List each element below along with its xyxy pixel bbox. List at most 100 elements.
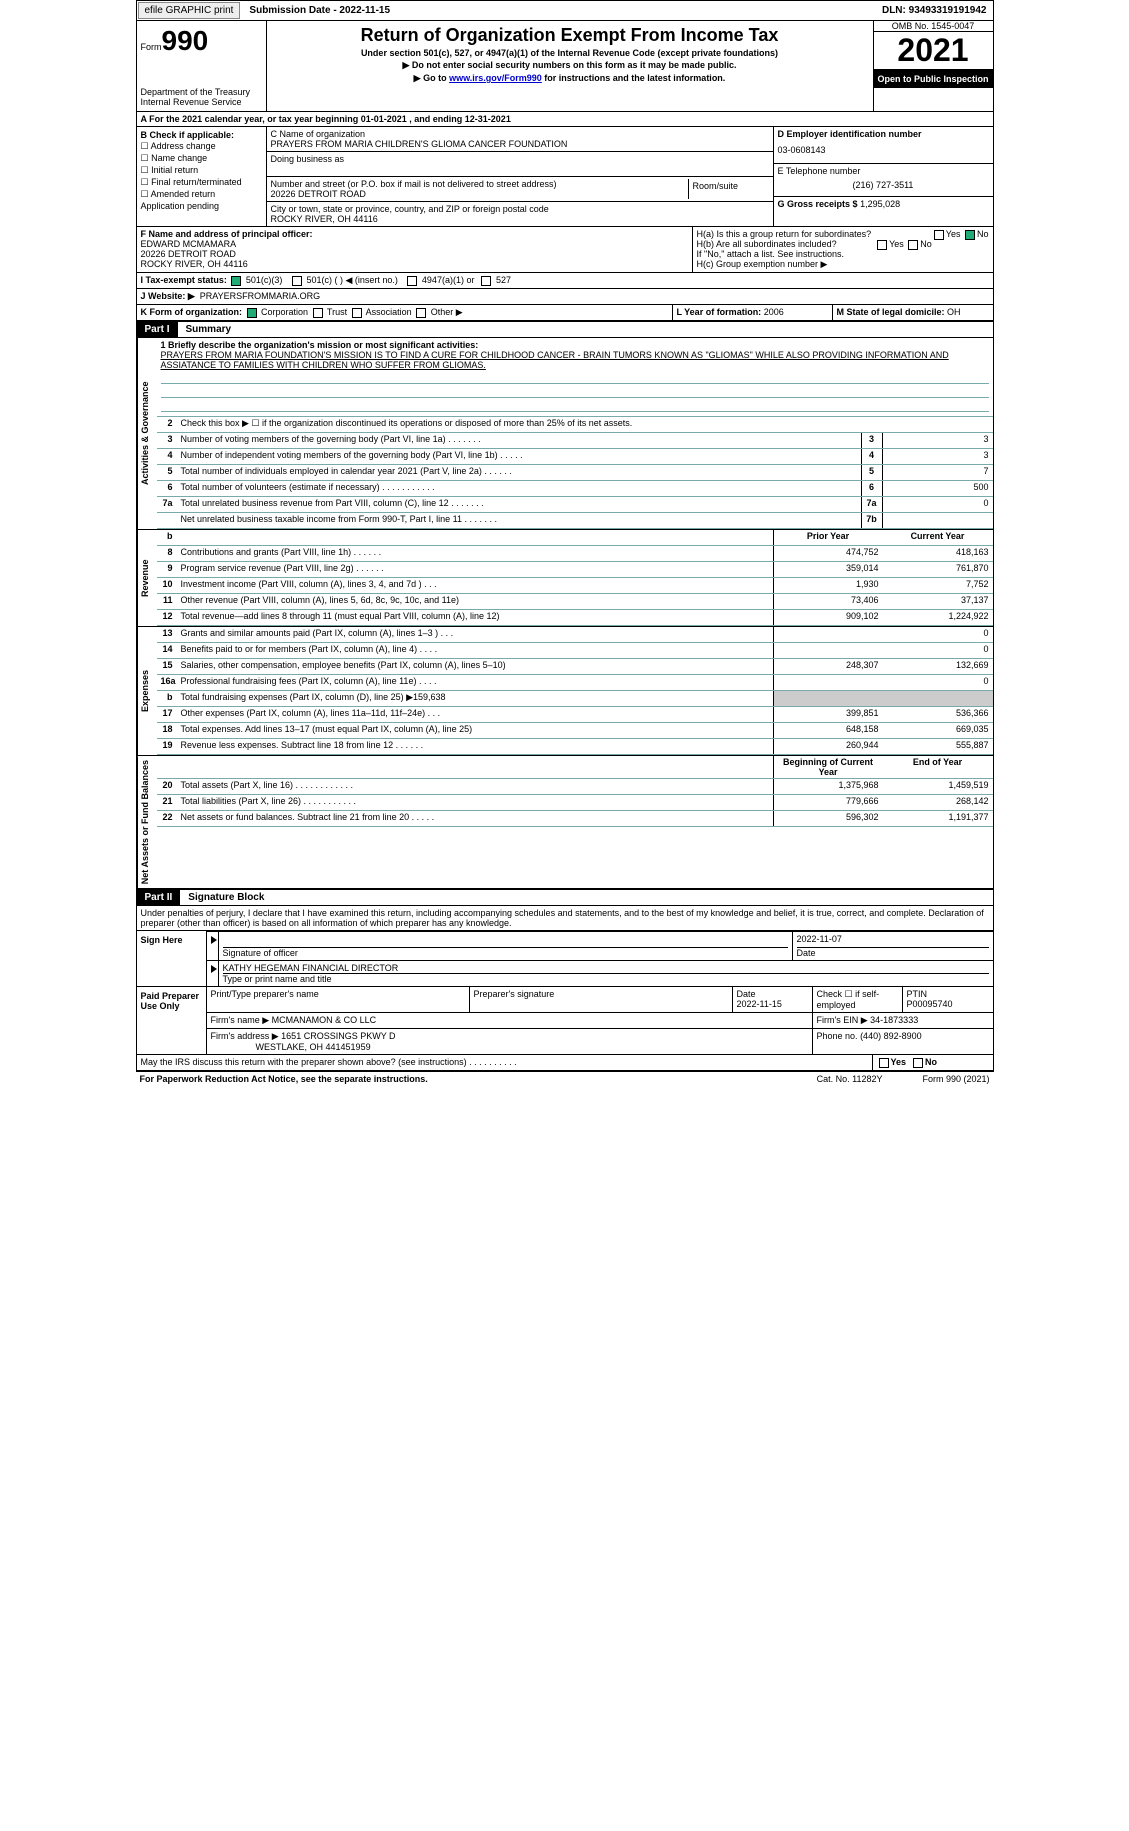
table-row: 11Other revenue (Part VIII, column (A), … (157, 594, 993, 610)
vtab-activities: Activities & Governance (137, 338, 157, 529)
chk-501c[interactable] (292, 276, 302, 286)
discuss-preparer: May the IRS discuss this return with the… (137, 1055, 873, 1070)
b-label: B Check if applicable: (141, 130, 262, 140)
chk-address-change[interactable]: ☐ Address change (141, 141, 262, 152)
arrow-icon (211, 965, 217, 973)
omb-number: OMB No. 1545-0047 (874, 21, 993, 31)
irs-link[interactable]: www.irs.gov/Form990 (449, 73, 542, 83)
sig-officer-label: Signature of officer (223, 948, 298, 958)
vtab-expenses: Expenses (137, 627, 157, 755)
chk-final-return[interactable]: ☐ Final return/terminated (141, 177, 262, 188)
signature-block: Under penalties of perjury, I declare th… (136, 906, 994, 1071)
summary-revenue: Revenue bPrior YearCurrent Year 8Contrib… (136, 530, 994, 627)
efile-print-button[interactable]: efile GRAPHIC print (138, 2, 241, 19)
officer-addr2: ROCKY RIVER, OH 44116 (141, 259, 688, 269)
form-number: 990 (162, 25, 209, 56)
vtab-net-assets: Net Assets or Fund Balances (137, 756, 157, 888)
discuss-no-checkbox[interactable] (913, 1058, 923, 1068)
chk-501c3[interactable] (231, 276, 241, 286)
table-row: 3Number of voting members of the governi… (157, 433, 993, 449)
table-row: 5Total number of individuals employed in… (157, 465, 993, 481)
chk-name-change[interactable]: ☐ Name change (141, 153, 262, 164)
chk-initial-return[interactable]: ☐ Initial return (141, 165, 262, 176)
table-row: 6Total number of volunteers (estimate if… (157, 481, 993, 497)
officer-name: EDWARD MCMAMARA (141, 239, 688, 249)
prep-date-value: 2022-11-15 (737, 999, 782, 1009)
printed-name-label: Type or print name and title (223, 974, 332, 984)
paperwork-notice: For Paperwork Reduction Act Notice, see … (140, 1074, 428, 1084)
state-domicile: OH (947, 307, 961, 317)
firm-addr-value: 1651 CROSSINGS PKWY D (281, 1031, 395, 1041)
sign-here-label: Sign Here (137, 931, 207, 986)
org-address: 20226 DETROIT ROAD (271, 189, 688, 199)
form-label: Form (141, 42, 162, 52)
page-footer: For Paperwork Reduction Act Notice, see … (136, 1071, 994, 1086)
q1-label: 1 Briefly describe the organization's mi… (161, 340, 989, 350)
f-label: F Name and address of principal officer: (141, 229, 688, 239)
discuss-yes-checkbox[interactable] (879, 1058, 889, 1068)
summary-net-assets: Net Assets or Fund Balances Beginning of… (136, 756, 994, 889)
part-1-header: Part I Summary (136, 321, 994, 338)
col-current-year: Current Year (883, 530, 993, 545)
date-label: Date (797, 948, 816, 958)
table-row: 20Total assets (Part X, line 16) . . . .… (157, 779, 993, 795)
table-row: 12Total revenue—add lines 8 through 11 (… (157, 610, 993, 626)
prep-sig-label: Preparer's signature (470, 987, 733, 1012)
vtab-revenue: Revenue (137, 530, 157, 626)
table-row: 4Number of independent voting members of… (157, 449, 993, 465)
hb-no-checkbox[interactable] (908, 240, 918, 250)
ha-no-checkbox[interactable] (965, 230, 975, 240)
paid-preparer-label: Paid Preparer Use Only (137, 987, 207, 1054)
chk-application-pending[interactable]: Application pending (141, 201, 262, 211)
form-header: Form990 Department of the Treasury Inter… (136, 21, 994, 112)
g-label: G Gross receipts $ (778, 199, 858, 209)
dept-treasury: Department of the Treasury Internal Reve… (141, 87, 262, 107)
addr-label: Number and street (or P.O. box if mail i… (271, 179, 688, 189)
col-prior-year: Prior Year (773, 530, 883, 545)
printed-name-value: KATHY HEGEMAN FINANCIAL DIRECTOR (223, 963, 989, 974)
table-row: 21Total liabilities (Part X, line 26) . … (157, 795, 993, 811)
sig-date-value: 2022-11-07 (797, 934, 989, 948)
summary-expenses: Expenses 13Grants and similar amounts pa… (136, 627, 994, 756)
hc-group-exemption: H(c) Group exemption number ▶ (697, 259, 989, 270)
year-formation: 2006 (764, 307, 784, 317)
row-a-calendar-year: A For the 2021 calendar year, or tax yea… (136, 112, 994, 127)
table-row: bTotal fundraising expenses (Part IX, co… (157, 691, 993, 707)
self-employed-check[interactable]: Check ☐ if self-employed (813, 987, 903, 1012)
perjury-statement: Under penalties of perjury, I declare th… (137, 906, 993, 930)
row-i-tax-status: I Tax-exempt status: 501(c)(3) 501(c) ( … (136, 273, 994, 289)
chk-trust[interactable] (313, 308, 323, 318)
tax-year: 2021 (874, 31, 993, 70)
org-name: PRAYERS FROM MARIA CHILDREN'S GLIOMA CAN… (271, 139, 769, 149)
chk-amended-return[interactable]: ☐ Amended return (141, 189, 262, 200)
chk-corporation[interactable] (247, 308, 257, 318)
gross-receipts-value: 1,295,028 (860, 199, 900, 209)
dln: DLN: 93493319191942 (876, 5, 993, 16)
room-suite-label: Room/suite (689, 179, 769, 199)
q2-checkbox-line: Check this box ▶ ☐ if the organization d… (177, 417, 993, 432)
hb-subordinates: H(b) Are all subordinates included? Yes … (697, 239, 989, 249)
row-j-website: J Website: ▶ PRAYERSFROMMARIA.ORG (136, 289, 994, 305)
ein-value: 03-0608143 (778, 139, 989, 161)
hb-yes-checkbox[interactable] (877, 240, 887, 250)
chk-association[interactable] (352, 308, 362, 318)
firm-ein-value: 34-1873333 (870, 1015, 918, 1025)
chk-4947[interactable] (407, 276, 417, 286)
chk-527[interactable] (481, 276, 491, 286)
col-beginning-year: Beginning of Current Year (773, 756, 883, 778)
row-k-org-form: K Form of organization: Corporation Trus… (136, 305, 994, 321)
hb-note: If "No," attach a list. See instructions… (697, 249, 989, 259)
section-f-h: F Name and address of principal officer:… (136, 227, 994, 273)
table-row: 8Contributions and grants (Part VIII, li… (157, 546, 993, 562)
e-label: E Telephone number (778, 166, 989, 176)
org-city: ROCKY RIVER, OH 44116 (271, 214, 769, 224)
table-row: 10Investment income (Part VIII, column (… (157, 578, 993, 594)
ha-yes-checkbox[interactable] (934, 230, 944, 240)
officer-addr1: 20226 DETROIT ROAD (141, 249, 688, 259)
arrow-icon (211, 936, 217, 944)
chk-other[interactable] (416, 308, 426, 318)
top-bar: efile GRAPHIC print Submission Date - 20… (136, 0, 994, 21)
col-end-year: End of Year (883, 756, 993, 778)
firm-name-value: MCMANAMON & CO LLC (272, 1015, 377, 1025)
table-row: 18Total expenses. Add lines 13–17 (must … (157, 723, 993, 739)
